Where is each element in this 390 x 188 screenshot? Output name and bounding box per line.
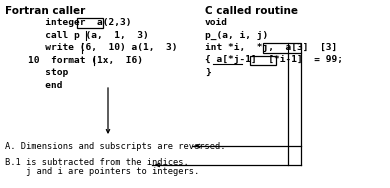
Text: C called routine: C called routine bbox=[205, 6, 298, 16]
Text: end: end bbox=[28, 80, 62, 89]
Text: p_(a, i, j): p_(a, i, j) bbox=[205, 30, 268, 40]
Text: A. Dimensions and subscripts are reversed.: A. Dimensions and subscripts are reverse… bbox=[5, 142, 225, 151]
Text: call p (a,  1,  3): call p (a, 1, 3) bbox=[28, 30, 149, 39]
Text: integer  a(2,3): integer a(2,3) bbox=[28, 18, 131, 27]
Bar bbox=[250, 55, 276, 65]
Text: stop: stop bbox=[28, 68, 68, 77]
Text: void: void bbox=[205, 18, 228, 27]
Text: write (6,  10) a(1,  3): write (6, 10) a(1, 3) bbox=[28, 43, 177, 52]
Text: j and i are pointers to integers.: j and i are pointers to integers. bbox=[5, 167, 199, 176]
Text: B.1 is subtracted from the indices.: B.1 is subtracted from the indices. bbox=[5, 158, 189, 167]
Text: int *i,  *j,  a[3]  [3]: int *i, *j, a[3] [3] bbox=[205, 43, 337, 52]
Text: }: } bbox=[205, 68, 211, 77]
Bar bbox=[262, 43, 301, 52]
Bar bbox=[77, 18, 103, 27]
Text: Fortran caller: Fortran caller bbox=[5, 6, 85, 16]
Text: { a[*j-1]  [*i-1]  = 99;: { a[*j-1] [*i-1] = 99; bbox=[205, 55, 343, 64]
Text: 10  format (1x,  I6): 10 format (1x, I6) bbox=[28, 55, 143, 64]
